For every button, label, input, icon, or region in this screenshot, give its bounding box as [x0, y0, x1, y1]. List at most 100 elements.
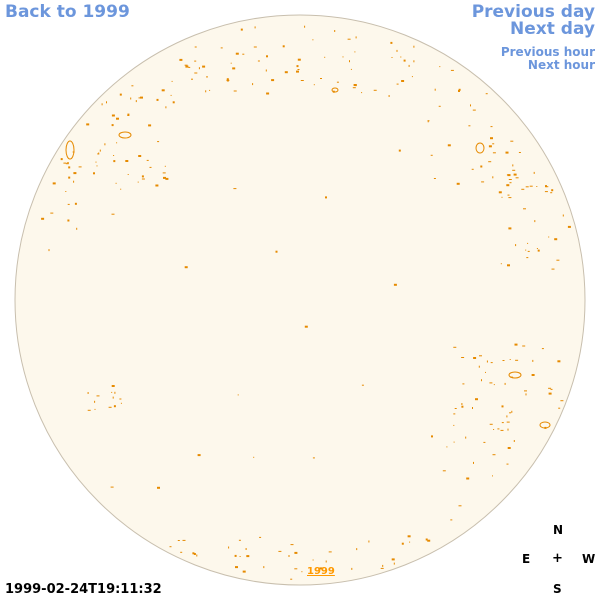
contour-speck	[41, 217, 45, 220]
contour-speck	[398, 149, 401, 152]
contour-speck	[513, 173, 517, 176]
contour-speck	[296, 70, 299, 73]
contour-speck	[434, 88, 436, 91]
contour-speck	[427, 539, 431, 542]
contour-speck	[205, 90, 207, 93]
back-to-year-link[interactable]: Back to 1999	[5, 2, 130, 22]
contour-speck	[235, 52, 239, 55]
contour-speck	[502, 360, 505, 361]
contour-speck	[492, 176, 494, 179]
contour-speck	[489, 382, 493, 384]
contour-speck	[52, 182, 56, 185]
contour-speck	[237, 394, 239, 396]
contour-speck	[165, 177, 169, 180]
observation-timestamp: 1999-02-24T19:11:32	[5, 582, 162, 597]
contour-speck	[266, 92, 270, 95]
compass-east: E	[522, 552, 531, 566]
contour-speck	[156, 98, 159, 101]
contour-speck	[194, 60, 197, 62]
contour-speck	[342, 56, 344, 58]
contour-speck	[130, 97, 132, 100]
contour-speck	[465, 436, 467, 439]
contour-speck	[319, 567, 323, 570]
contour-speck	[63, 162, 67, 164]
contour-speck	[334, 30, 336, 32]
contour-speck	[164, 165, 166, 167]
contour-speck	[257, 60, 260, 62]
contour-speck	[254, 26, 256, 29]
contour-speck	[86, 123, 90, 126]
contour-speck	[259, 536, 262, 538]
contour-speck	[531, 374, 535, 376]
contour-speck	[525, 249, 527, 251]
contour-speck	[461, 357, 465, 358]
next-hour-link[interactable]: Next hour	[527, 58, 595, 72]
contour-speck	[393, 562, 395, 565]
previous-hour-link[interactable]: Previous hour	[500, 45, 595, 59]
previous-day-link[interactable]: Previous day	[471, 2, 595, 22]
contour-speck	[68, 166, 71, 169]
contour-speck	[94, 400, 96, 403]
contour-speck	[490, 126, 493, 128]
contour-speck	[391, 558, 395, 561]
contour-speck	[355, 36, 357, 39]
contour-speck	[478, 365, 480, 368]
contour-speck	[328, 551, 332, 553]
contour-speck	[500, 263, 502, 265]
contour-speck	[68, 176, 71, 179]
contour-speck	[507, 194, 510, 196]
contour-speck	[483, 441, 486, 443]
contour-speck	[562, 214, 564, 217]
contour-speck	[198, 67, 200, 70]
contour-speck	[490, 137, 493, 140]
contour-speck	[297, 58, 301, 61]
contour-speck	[500, 429, 504, 431]
contour-speck	[294, 551, 298, 554]
contour-speck	[373, 89, 377, 91]
contour-speck	[239, 556, 241, 557]
contour-speck	[87, 392, 89, 394]
next-day-link[interactable]: Next day	[510, 19, 595, 39]
contour-speck	[119, 398, 122, 400]
contour-speck	[560, 400, 564, 402]
contour-speck	[388, 95, 390, 97]
contour-speck	[297, 69, 300, 70]
contour-speck	[507, 264, 510, 267]
contour-loop	[65, 140, 75, 160]
contour-speck	[461, 403, 463, 405]
contour-speck	[513, 440, 515, 442]
contour-speck	[240, 28, 243, 31]
contour-speck	[536, 186, 538, 187]
contour-speck	[180, 551, 183, 553]
contour-speck	[551, 189, 554, 192]
contour-speck	[446, 446, 448, 448]
contour-speck	[194, 72, 198, 74]
contour-speck	[233, 90, 237, 92]
contour-speck	[545, 186, 549, 188]
contour-speck	[558, 407, 561, 409]
contour-speck	[512, 164, 514, 167]
contour-speck	[94, 408, 96, 410]
contour-speck	[479, 355, 482, 357]
year-link[interactable]: 1999	[307, 566, 335, 577]
contour-speck	[111, 124, 114, 127]
contour-speck	[521, 188, 525, 190]
contour-speck	[407, 535, 411, 538]
contour-speck	[453, 441, 455, 443]
contour-speck	[165, 106, 167, 109]
contour-speck	[149, 166, 152, 168]
contour-speck	[353, 84, 357, 86]
contour-speck	[485, 371, 486, 373]
contour-speck	[525, 186, 529, 188]
contour-speck	[313, 84, 315, 86]
contour-speck	[450, 69, 454, 71]
contour-speck	[473, 461, 474, 464]
contour-speck	[67, 203, 70, 205]
contour-speck	[493, 429, 495, 430]
contour-speck	[508, 227, 512, 230]
contour-speck	[403, 59, 406, 62]
contour-speck	[492, 152, 496, 154]
contour-speck	[486, 360, 488, 363]
contour-speck	[485, 93, 488, 95]
